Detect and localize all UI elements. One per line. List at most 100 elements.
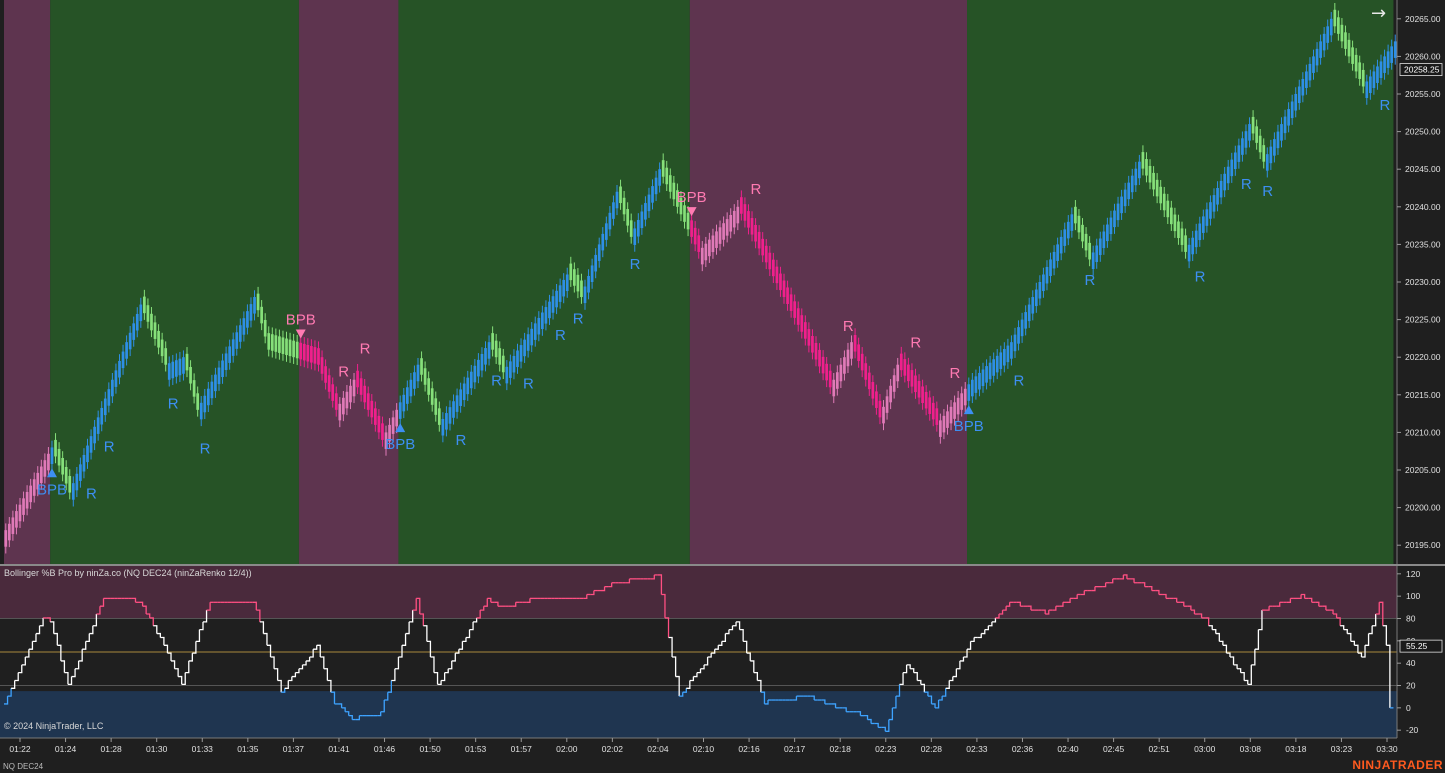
- price-bar-body[interactable]: [1251, 116, 1255, 134]
- price-bar-body[interactable]: [1063, 229, 1067, 246]
- price-bar-body[interactable]: [1184, 235, 1187, 252]
- price-bar-body[interactable]: [1329, 18, 1333, 36]
- price-bar-body[interactable]: [235, 332, 239, 349]
- right-arrow-icon[interactable]: →: [1371, 3, 1387, 24]
- price-bar-body[interactable]: [246, 311, 249, 328]
- price-bar-body[interactable]: [1088, 242, 1091, 260]
- price-bar-body[interactable]: [295, 341, 299, 359]
- price-bar-body[interactable]: [192, 380, 196, 397]
- price-bar-body[interactable]: [1049, 259, 1052, 276]
- price-bar-body[interactable]: [1177, 221, 1180, 239]
- price-bar-body[interactable]: [1283, 116, 1287, 134]
- price-bar-body[interactable]: [818, 349, 821, 367]
- price-bar-body[interactable]: [548, 301, 551, 319]
- price-bar-body[interactable]: [910, 370, 914, 387]
- price-bar-body[interactable]: [462, 383, 466, 401]
- price-bar-body[interactable]: [612, 202, 615, 219]
- price-bar-body[interactable]: [1141, 152, 1145, 169]
- price-bar-body[interactable]: [29, 485, 33, 503]
- price-bar-body[interactable]: [253, 297, 256, 314]
- price-bar-body[interactable]: [633, 228, 637, 245]
- price-bar-body[interactable]: [658, 169, 661, 186]
- price-bar-body[interactable]: [1262, 145, 1266, 162]
- price-bar-body[interactable]: [1212, 195, 1216, 212]
- price-bar-body[interactable]: [814, 342, 818, 360]
- price-bar-body[interactable]: [203, 395, 207, 413]
- price-bar-body[interactable]: [18, 504, 22, 522]
- price-bar-body[interactable]: [1347, 39, 1351, 57]
- price-bar-body[interactable]: [114, 370, 118, 387]
- price-bar-body[interactable]: [654, 177, 658, 195]
- price-bar-body[interactable]: [345, 391, 349, 409]
- price-bar-body[interactable]: [1201, 216, 1205, 233]
- price-bars[interactable]: [4, 3, 1397, 554]
- price-bar-body[interactable]: [679, 197, 683, 215]
- price-bar-body[interactable]: [1393, 41, 1397, 58]
- price-bar-body[interactable]: [281, 337, 285, 354]
- price-bar-body[interactable]: [519, 345, 523, 362]
- price-bar-body[interactable]: [182, 357, 185, 374]
- price-bar-body[interactable]: [1209, 202, 1212, 219]
- price-bar-body[interactable]: [590, 265, 594, 282]
- price-bar-body[interactable]: [217, 367, 221, 385]
- price-bar-body[interactable]: [992, 359, 996, 376]
- price-bar-body[interactable]: [1269, 146, 1273, 164]
- price-bar-body[interactable]: [153, 322, 157, 339]
- price-bar-body[interactable]: [516, 350, 519, 368]
- price-bar-body[interactable]: [771, 259, 775, 277]
- price-bar-body[interactable]: [1020, 319, 1024, 337]
- price-bar-body[interactable]: [1344, 32, 1347, 49]
- price-bar-body[interactable]: [398, 402, 402, 419]
- price-bar-body[interactable]: [1017, 327, 1020, 344]
- price-bar-body[interactable]: [1081, 224, 1084, 242]
- price-bar-body[interactable]: [1074, 206, 1077, 224]
- price-bar-body[interactable]: [555, 290, 558, 308]
- price-bar-body[interactable]: [907, 364, 910, 382]
- price-bar-body[interactable]: [263, 319, 267, 337]
- price-bar-body[interactable]: [373, 408, 377, 425]
- price-bar-body[interactable]: [708, 239, 711, 257]
- price-bar-body[interactable]: [143, 296, 146, 314]
- price-bar-body[interactable]: [551, 296, 555, 313]
- price-bar-body[interactable]: [821, 356, 825, 374]
- price-bar-body[interactable]: [477, 359, 480, 377]
- price-bar-body[interactable]: [71, 483, 75, 500]
- price-bar-body[interactable]: [377, 415, 381, 433]
- price-bar-body[interactable]: [1166, 200, 1170, 218]
- price-bar-body[interactable]: [1273, 139, 1276, 156]
- price-bar-body[interactable]: [1052, 251, 1056, 269]
- price-bar-body[interactable]: [1059, 236, 1063, 254]
- price-bar-body[interactable]: [7, 523, 11, 541]
- price-bar-body[interactable]: [839, 364, 843, 382]
- price-bar-body[interactable]: [1034, 289, 1038, 307]
- price-bar-body[interactable]: [370, 400, 374, 418]
- price-bar-body[interactable]: [423, 368, 427, 385]
- price-bar-body[interactable]: [356, 370, 359, 388]
- price-bar-body[interactable]: [86, 445, 89, 463]
- price-bar-body[interactable]: [850, 342, 853, 359]
- price-bar-body[interactable]: [597, 244, 601, 261]
- price-bar-body[interactable]: [171, 361, 175, 379]
- price-bar-body[interactable]: [256, 293, 260, 311]
- price-bar-body[interactable]: [619, 186, 622, 204]
- price-bar-body[interactable]: [608, 212, 612, 230]
- price-bar-body[interactable]: [1084, 233, 1088, 251]
- price-bar-body[interactable]: [526, 334, 530, 351]
- price-bar-body[interactable]: [150, 313, 153, 331]
- price-bar-body[interactable]: [93, 426, 96, 444]
- price-bar-body[interactable]: [231, 339, 235, 356]
- price-bar-body[interactable]: [764, 245, 768, 263]
- price-bar-body[interactable]: [1354, 54, 1358, 72]
- price-bar-body[interactable]: [437, 408, 441, 425]
- price-bar-body[interactable]: [484, 348, 487, 365]
- price-bar-body[interactable]: [1194, 230, 1198, 248]
- price-bar-body[interactable]: [1198, 223, 1202, 241]
- price-bar-body[interactable]: [1191, 237, 1195, 255]
- price-bar-body[interactable]: [132, 323, 136, 340]
- price-bar-body[interactable]: [43, 460, 47, 477]
- price-bar-body[interactable]: [978, 372, 981, 390]
- price-bar-body[interactable]: [174, 360, 178, 377]
- price-bar-body[interactable]: [1216, 188, 1219, 205]
- price-bar-body[interactable]: [111, 379, 114, 397]
- price-bar-body[interactable]: [196, 393, 200, 410]
